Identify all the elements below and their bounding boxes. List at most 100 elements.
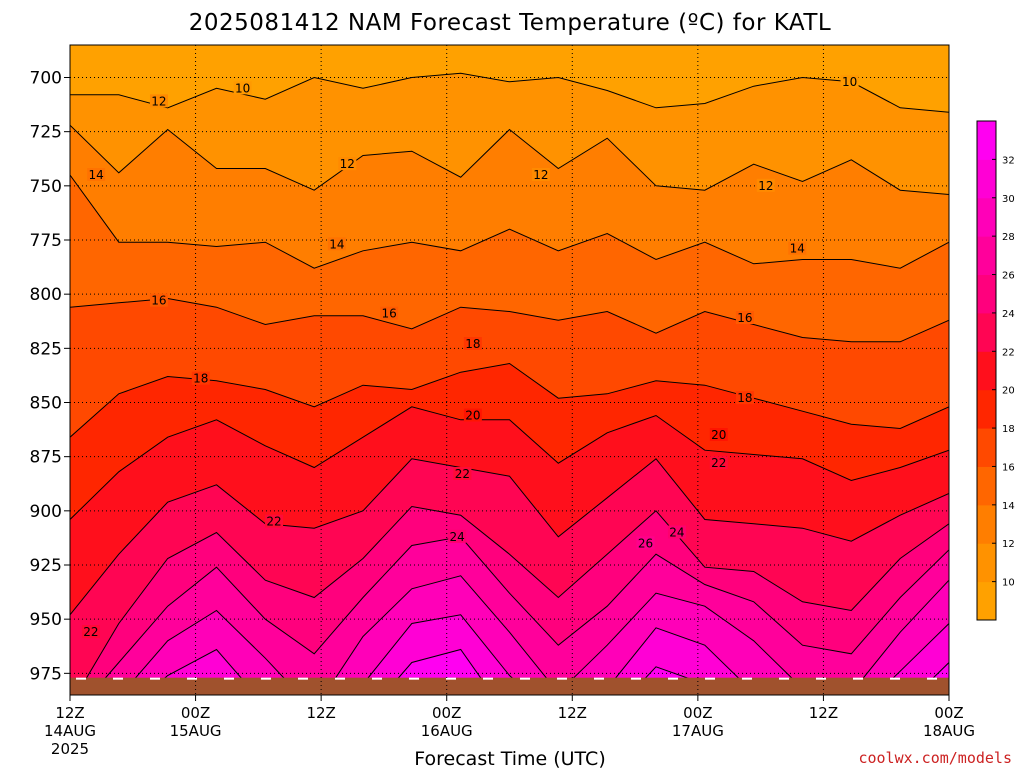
ground-edge-mark: [261, 677, 271, 680]
contour-label-bg: [840, 74, 859, 88]
ground-edge-mark: [187, 677, 197, 680]
colorbar-segment: [977, 351, 996, 391]
x-tick-label: 12Z: [306, 704, 335, 722]
ground-edge-mark: [853, 677, 863, 680]
x-tick-label: 00Z: [181, 704, 210, 722]
temp-band: [120, 575, 949, 695]
ground-edge-mark: [705, 677, 715, 680]
contour-label: 14: [790, 242, 805, 256]
y-tick-label: 875: [30, 448, 62, 468]
y-tick-label: 725: [30, 123, 62, 143]
contour-label: 20: [711, 428, 726, 442]
contour-label: 16: [151, 294, 166, 308]
ground-edge-mark: [927, 677, 937, 680]
x-tick-label: 00Z: [934, 704, 963, 722]
colorbar-tick-label: 24: [1002, 309, 1015, 320]
contour-label: 26: [638, 536, 653, 550]
y-tick-label: 900: [30, 502, 62, 522]
colorbar-segment: [977, 581, 996, 621]
y-tick-label: 750: [30, 177, 62, 197]
ground-edge-mark: [816, 677, 826, 680]
contour-label-bg: [463, 337, 482, 350]
x-axis-title: Forecast Time (UTC): [414, 748, 605, 768]
contour-label-bg: [709, 456, 728, 470]
y-tick-label: 850: [30, 394, 62, 414]
colorbar-tick-label: 20: [1002, 386, 1015, 397]
contour-labels: 10 10 12 12 12 12 14 14 14 16 16 16 18 18 18 20 20 22 22 22…: [81, 74, 859, 639]
contour-label-bg: [735, 311, 754, 324]
x-tick-label: 18AUG: [923, 722, 975, 740]
ground-edge-mark: [668, 677, 678, 680]
isotherm-line: [70, 362, 949, 438]
contour-label: 18: [737, 391, 752, 405]
colorbar-segment: [977, 197, 996, 237]
contour-label-bg: [788, 241, 807, 255]
isotherm-line: [89, 536, 949, 695]
colorbar-tick-label: 14: [1002, 501, 1015, 512]
colorbar-frame: [976, 120, 997, 621]
contour-label-bg: [87, 168, 106, 181]
contour-label-bg: [756, 178, 775, 192]
x-tick-label: 12Z: [558, 704, 587, 722]
grid-lines: [70, 45, 949, 695]
x-tick-label: 17AUG: [672, 722, 724, 740]
ground-edge-mark: [150, 677, 160, 680]
colorbar-segment: [977, 428, 996, 467]
contour-label: 16: [382, 307, 397, 321]
colorbar-tick-label: 26: [1002, 271, 1015, 282]
contour-label-bg: [149, 94, 168, 108]
contour-label: 10: [235, 81, 250, 95]
x-tick-label: 00Z: [683, 704, 712, 722]
contour-label: 14: [89, 168, 104, 182]
contour-label-bg: [149, 293, 168, 307]
colorbar-tick-label: 18: [1002, 424, 1015, 435]
ground-edge-mark: [483, 677, 493, 680]
ground-edge-mark: [594, 677, 604, 680]
y-axis: 700 725 750 775 800 825 850 875 900 925 950 975: [30, 69, 70, 684]
colorbar-tick-label: 12: [1002, 539, 1015, 550]
contour-label-bg: [81, 625, 100, 639]
colorbar-segment: [977, 274, 996, 314]
ground-edge-mark: [557, 677, 567, 680]
contour-label: 12: [533, 168, 548, 182]
ground-edge-mark: [298, 677, 308, 680]
isotherm-line: [70, 458, 949, 616]
isotherm-line: [144, 614, 949, 695]
contour-label: 22: [83, 625, 98, 639]
colorbar-segment: [977, 504, 996, 544]
colorbar-tick-label: 10: [1002, 578, 1015, 589]
isotherm-line: [70, 406, 949, 520]
contour-label: 12: [758, 179, 773, 193]
contour-label-bg: [735, 391, 754, 405]
x-tick-label: 16AUG: [421, 722, 473, 740]
ground-edge-mark: [742, 677, 752, 680]
ground-edge-mark: [76, 677, 86, 680]
y-tick-label: 975: [30, 664, 62, 684]
contour-label-bg: [327, 237, 346, 251]
ground-edge-mark: [224, 677, 234, 680]
contour-label-bg: [338, 157, 357, 171]
contour-label-bg: [531, 168, 550, 181]
ground-edge-mark: [520, 677, 530, 680]
colorbar-segment: [977, 312, 996, 352]
contour-label: 22: [711, 456, 726, 470]
chart-title: 2025081412 NAM Forecast Temperature (ºC)…: [189, 10, 831, 36]
contour-label-bg: [667, 525, 686, 539]
contour-label: 24: [669, 526, 684, 540]
y-tick-label: 700: [30, 69, 62, 89]
colorbar-segment: [977, 389, 996, 429]
y-tick-label: 925: [30, 556, 62, 576]
ground-surface: [70, 677, 949, 695]
contour-label: 22: [266, 515, 281, 529]
colorbar: 10 12 14 16 18 20 22 24 26 28 30 32: [976, 120, 1015, 621]
y-tick-label: 825: [30, 339, 62, 359]
x-tick-label: 12Z: [809, 704, 838, 722]
colorbar-tick-label: 30: [1002, 194, 1015, 205]
credit-text: coolwx.com/models: [858, 749, 1012, 767]
contour-label: 10: [842, 75, 857, 89]
contour-label: 16: [737, 311, 752, 325]
ground-edge-mark: [890, 677, 900, 680]
isotherm-line: [75, 505, 949, 695]
contour-label: 18: [465, 337, 480, 351]
ground-edge-mark: [779, 677, 789, 680]
